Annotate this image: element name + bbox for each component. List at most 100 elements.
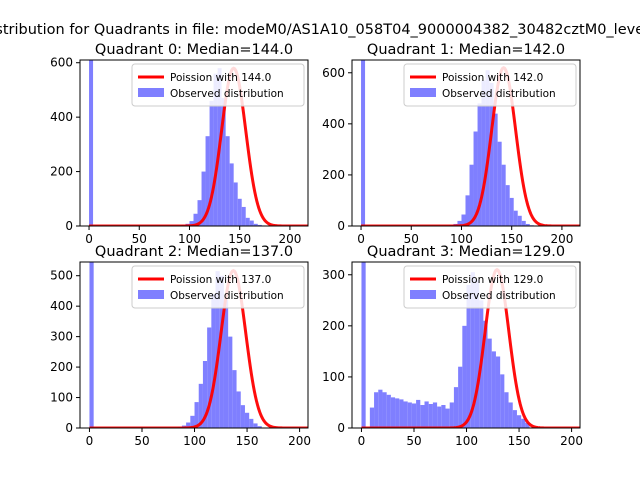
legend-box <box>131 265 305 309</box>
histogram-bar <box>449 402 454 428</box>
x-tick-label: 100 <box>455 434 478 448</box>
histogram-bar <box>197 200 202 226</box>
poisson-curve <box>89 66 308 226</box>
y-tick-label: 400 <box>322 117 345 131</box>
subplot-title: Quadrant 1: Median=142.0 <box>367 42 565 58</box>
histogram-bar <box>194 402 199 428</box>
histogram-bar <box>232 370 237 428</box>
quadrant-1-axes: 0 50 100 150 200 0 200 400 600 Quadrant 1: Median… <box>322 42 581 246</box>
histogram-bar <box>361 60 366 226</box>
x-tick-label: 50 <box>406 434 421 448</box>
histogram-bar <box>525 422 530 428</box>
x-tick-label: 50 <box>404 232 419 246</box>
subplot-title: Quadrant 2: Median=137.0 <box>95 244 293 260</box>
x-tick-label: 0 <box>357 232 365 246</box>
axes-frame <box>351 261 581 429</box>
histogram-bar <box>416 399 421 428</box>
y-tick-label: 500 <box>50 269 73 283</box>
legend-hist-label: Observed distribution <box>170 88 284 100</box>
legend-curve-label: Poission with 144.0 <box>170 72 271 84</box>
histogram-bar <box>233 182 238 226</box>
histogram-bar <box>512 410 517 428</box>
legend-hist-label: Observed distribution <box>442 290 556 302</box>
histogram-bar <box>497 141 502 226</box>
histogram-bar <box>236 391 241 428</box>
histogram-bar <box>190 415 195 428</box>
y-tick-label: 400 <box>50 110 73 124</box>
histogram-bar <box>228 336 233 428</box>
x-tick-label: 200 <box>550 232 573 246</box>
histogram-bar <box>477 103 482 226</box>
histogram-bar <box>500 374 505 428</box>
histogram-bar <box>361 262 366 428</box>
histogram-bar <box>257 224 262 226</box>
histogram-bar <box>249 418 254 428</box>
histogram-bar <box>466 284 471 428</box>
y-tick-label: 600 <box>50 56 73 70</box>
histogram-bar <box>395 398 400 428</box>
y-tick-label: 300 <box>322 268 345 282</box>
x-tick-label: 0 <box>358 434 366 448</box>
histogram-bar <box>245 217 250 226</box>
histogram-bar <box>253 223 258 226</box>
histogram-bar <box>211 293 216 428</box>
histogram-bar <box>411 403 417 428</box>
legend-box <box>403 63 577 107</box>
plot-area <box>89 262 308 428</box>
x-tick-label: 200 <box>288 434 311 448</box>
histogram-bar <box>237 198 242 226</box>
histogram-bar <box>513 210 518 226</box>
histogram-bar <box>407 402 412 428</box>
y-tick-label: 200 <box>322 319 345 333</box>
histogram-bar <box>420 405 425 428</box>
histogram-bar <box>493 113 498 226</box>
histogram-bar <box>465 195 470 226</box>
x-tick-label: 200 <box>278 232 301 246</box>
x-tick-label: 150 <box>228 232 251 246</box>
y-tick-label: 200 <box>322 168 345 182</box>
legend-hist-swatch <box>410 88 436 97</box>
legend-hist-swatch <box>410 290 436 299</box>
legend-curve-label: Poission with 129.0 <box>442 274 543 286</box>
histogram-bar <box>504 392 509 428</box>
histogram-bar <box>485 70 490 226</box>
legend-box <box>403 265 577 309</box>
histogram-bar <box>453 387 459 428</box>
figure-suptitle: Plotting Counts Distribution for Quadran… <box>0 22 640 38</box>
legend-hist-swatch <box>138 290 164 299</box>
histogram-bar <box>213 73 218 226</box>
histogram-bar <box>89 262 94 428</box>
histogram-bar <box>193 213 198 226</box>
histogram-bar <box>483 320 488 428</box>
histogram-bar <box>369 407 375 428</box>
histogram-bar <box>509 197 514 226</box>
histogram-bar <box>198 383 203 428</box>
histogram-bar <box>207 327 212 428</box>
histogram-bar <box>374 392 379 428</box>
histogram-bar <box>240 405 245 428</box>
plot-area <box>361 60 580 226</box>
histogram-bar <box>186 422 191 428</box>
x-tick-label: 150 <box>236 434 259 448</box>
x-tick-label: 0 <box>86 434 94 448</box>
x-tick-label: 100 <box>178 232 201 246</box>
quadrant-2-axes: 0 50 100 150 200 0 100 200 300 400 500 Quadrant 2: … <box>50 244 311 448</box>
histogram-bar <box>491 351 496 428</box>
histogram-bar <box>89 60 94 226</box>
subplots: 0 50 100 150 200 0 200 400 600 Quadrant 0: Median… <box>50 42 583 448</box>
histogram-bar <box>495 356 501 428</box>
histogram-bar <box>461 214 466 226</box>
histogram-bar <box>508 402 513 428</box>
y-tick-label: 0 <box>337 421 345 435</box>
histogram-bar <box>457 220 462 226</box>
histogram-bar <box>209 100 214 226</box>
histogram-bar <box>225 136 230 226</box>
legend-hist-label: Observed distribution <box>442 88 556 100</box>
y-tick-label: 300 <box>50 330 73 344</box>
y-tick-label: 0 <box>65 219 73 233</box>
legend-curve-label: Poission with 137.0 <box>170 274 271 286</box>
histogram-bar <box>205 136 210 226</box>
plot-area <box>361 262 580 428</box>
histogram-bar <box>517 215 522 226</box>
